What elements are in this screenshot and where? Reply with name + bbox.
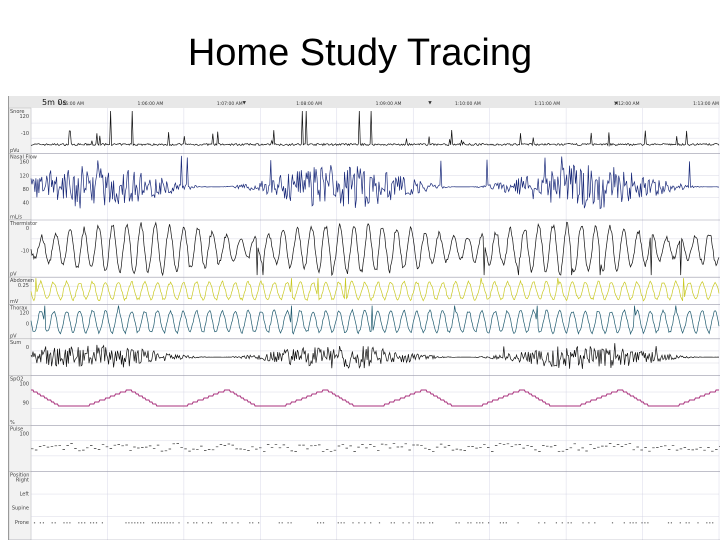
channel-label-pulse: Pulse [10, 427, 23, 433]
channel-tick-thorax-1: 0 [26, 322, 29, 328]
waveform-thorax [30, 305, 720, 336]
channel-tick-nasal-0: 160 [19, 160, 29, 166]
channel-label-thorax: Thorax [9, 306, 27, 312]
channel-label-sum: Sum [10, 340, 21, 346]
channel-unit-nasal: mL/s [10, 215, 22, 221]
channel-tick-nasal-2: 80 [23, 187, 29, 193]
channel-unit-snore: pVu [10, 148, 19, 154]
time-label-3: 1:08:00 AM [296, 101, 322, 107]
waveform-snore [30, 110, 720, 147]
channel-tick-spo2-1: 90 [23, 401, 29, 407]
time-label-0: 1:05:00 AM [58, 101, 84, 107]
time-label-4: 1:09:00 AM [376, 101, 402, 107]
channel-unit-abdomen: mV [10, 299, 19, 305]
channel-tick-nasal-1: 120 [19, 173, 29, 179]
channel-label-nasal: Nasal Flow [10, 155, 37, 161]
waveform-abdomen [30, 278, 720, 302]
channel-label-thermistor: Thermistor [9, 221, 38, 227]
tracing-svg: 5m 0s1:05:00 AM 1:06:00 AM 1:07:00 AM 1:08:… [9, 96, 720, 540]
polysomnography-tracing: 5m 0s 1:05:00 AM 1:06:00 AM 1:07:00 AM 1:08:… [8, 96, 720, 540]
channel-tick-thermistor-0: 0 [26, 226, 29, 232]
channel-label-spo2: SpO2 [10, 376, 23, 382]
event-marker-1: ▼ [428, 101, 432, 106]
time-label-2: 1:07:00 AM [217, 101, 243, 107]
channel-unit-thorax: pV [10, 333, 17, 339]
time-label-8: 1:13:00 AM [693, 101, 719, 107]
channel-tick-thorax-0: 120 [19, 311, 29, 317]
time-label-6: 1:11:00 AM [534, 101, 560, 107]
channel-tick-sum-0: 0 [26, 345, 29, 351]
time-label-7: 1:12:00 AM [614, 101, 640, 107]
waveform-nasal [30, 155, 720, 210]
channel-tick-pulse-0: 100 [19, 432, 29, 438]
slide-title: Home Study Tracing [187, 32, 533, 74]
channel-tick-snore-1: -10 [21, 131, 29, 137]
channel-label-snore: Snore [10, 109, 24, 115]
channel-tick-position-2: Supine [12, 506, 29, 512]
time-label-5: 1:10:00 AM [455, 101, 481, 107]
event-marker-0: ▼ [243, 101, 247, 106]
epoch-label: 5m 0s [42, 98, 67, 107]
channel-label-position: Position [10, 472, 29, 478]
channel-tick-position-3: Prone [15, 520, 29, 526]
waveform-pulse [31, 442, 720, 452]
channel-label-abdomen: Abdomen [10, 278, 34, 284]
channel-tick-thermistor-1: -10 [21, 249, 29, 255]
channel-tick-snore-0: 120 [19, 114, 29, 120]
event-marker-2: ◀ [614, 101, 618, 106]
channel-tick-abdomen-0: 0.25 [18, 283, 29, 289]
channel-tick-spo2-0: 100 [19, 381, 29, 387]
channel-unit-spo2: % [10, 420, 15, 426]
channel-tick-nasal-3: 40 [23, 200, 29, 206]
waveform-spo2 [31, 389, 719, 407]
waveform-sum [30, 343, 720, 369]
waveform-thermistor [30, 221, 720, 277]
time-label-1: 1:06:00 AM [138, 101, 164, 107]
channel-tick-position-0: Right [16, 477, 29, 483]
channel-unit-thermistor: pV [10, 272, 17, 278]
channel-tick-position-1: Left [20, 492, 29, 498]
time-header [9, 96, 720, 108]
